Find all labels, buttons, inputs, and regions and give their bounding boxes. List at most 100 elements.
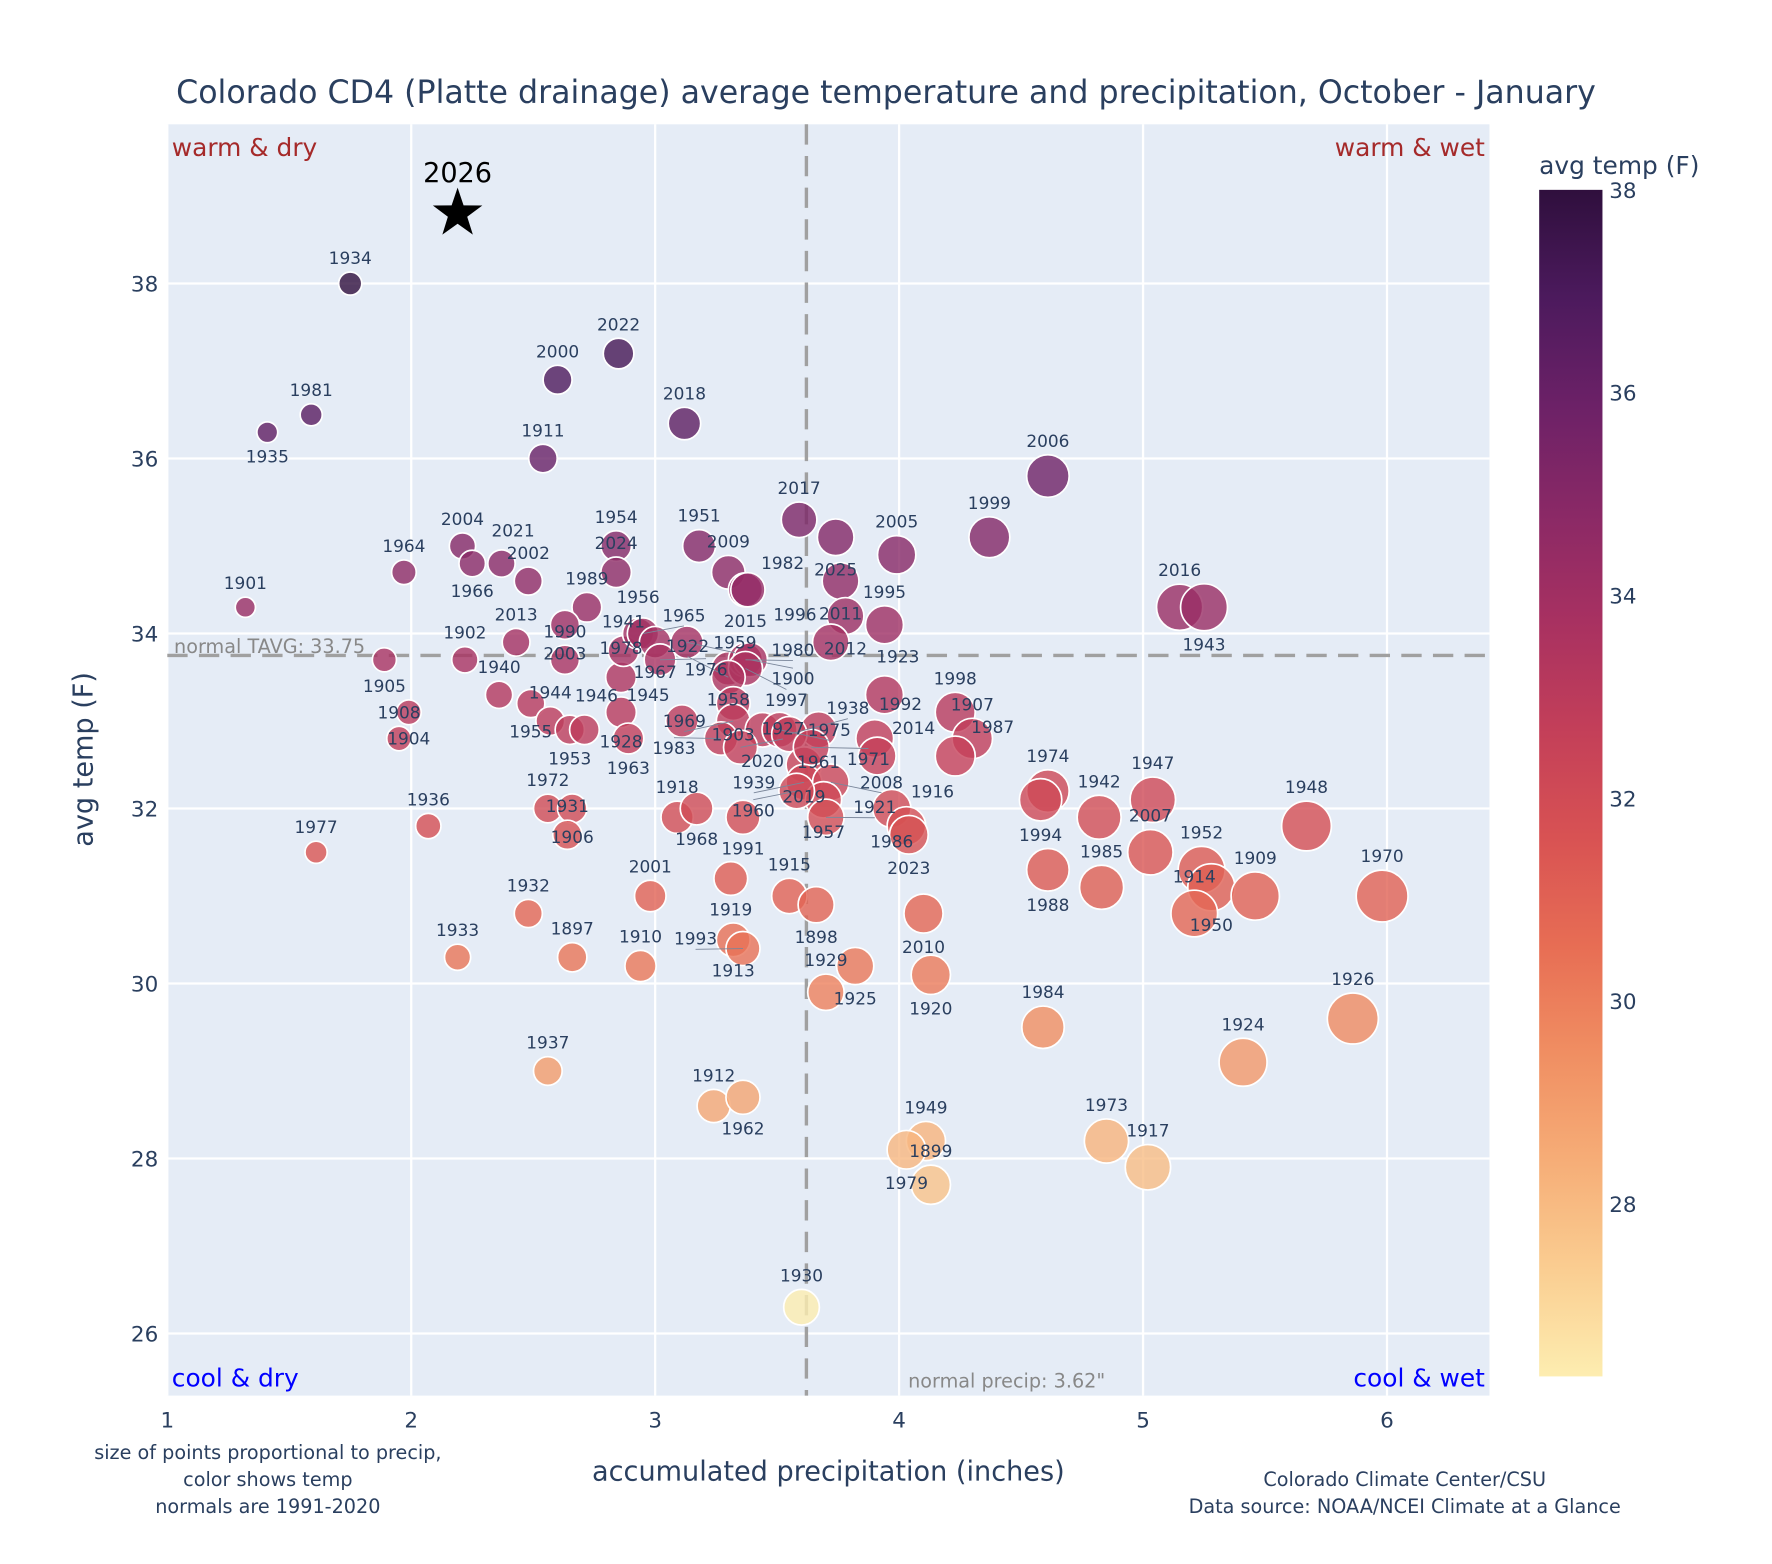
data-point [1076,794,1122,841]
point-label: 1913 [712,961,755,981]
point-label: 1976 [684,659,727,679]
label-leader-line [789,718,848,735]
label-leader-line [779,729,830,741]
data-point [864,674,905,715]
point-label: 1946 [575,685,618,705]
point-label: 1915 [768,854,811,874]
data-point [458,549,487,578]
point-label: 2014 [892,718,935,738]
point-label: 1947 [1131,753,1174,773]
point-label: 1919 [709,899,752,919]
data-point [1170,889,1219,938]
point-label: 1935 [246,447,289,467]
point-label: 1967 [634,662,677,682]
footnote-left-line: size of points proportional to precip, [94,1441,441,1464]
point-label: 1979 [885,1173,928,1193]
star-icon [432,187,483,235]
point-label: 1981 [290,380,333,400]
point-label: 1942 [1078,771,1121,791]
point-label: 1898 [795,927,838,947]
point-label: 1956 [617,587,660,607]
data-point [857,736,897,776]
data-point [1218,1037,1268,1088]
point-label: 1912 [692,1065,735,1085]
point-label: 1934 [329,248,372,268]
point-label: 1970 [1361,846,1404,866]
plot-background [167,124,1490,1396]
data-point [385,725,413,752]
data-point [888,814,930,855]
point-label: 2011 [819,603,862,623]
point-label: 1945 [627,685,670,705]
data-point [681,528,717,564]
label-leader-line [686,641,736,654]
point-labels: 1934 2022 2000 1981 1935 2018 1911 2006 1999 2017… [224,248,1404,1285]
point-label: 1950 [1190,915,1233,935]
x-tick-label: 1 [160,1408,174,1433]
data-point [968,515,1011,559]
data-point [568,714,601,746]
data-point [934,735,977,777]
point-label: 2018 [663,383,706,403]
point-label: 2002 [507,543,550,563]
colorbar-title: avg temp (F) [1539,151,1699,180]
footnote-left: size of points proportional to precip, c… [94,1441,441,1518]
data-point [1020,1005,1066,1050]
colorbar-tick-label: 38 [1609,179,1636,204]
point-label: 2003 [543,643,586,663]
normal-temp-label: normal TAVG: 33.75 [174,635,365,658]
point-label: 1975 [808,720,851,740]
point-label: 2006 [1026,431,1069,451]
point-label: 1904 [387,729,430,749]
point-label: 1939 [732,772,775,792]
label-leader-line [745,668,787,690]
point-label: 2010 [902,937,945,957]
point-label: 1930 [780,1265,823,1285]
x-tick-label: 3 [648,1408,662,1433]
colorbar-tick-label: 36 [1609,382,1636,407]
point-label: 2009 [707,531,750,551]
point-label: 2019 [782,787,825,807]
point-label: 1993 [674,929,717,949]
footnote-left-line: normals are 1991-2020 [155,1495,380,1518]
point-label: 1937 [526,1033,569,1053]
point-label: 1900 [771,669,814,689]
point-label: 1955 [509,722,552,742]
y-tick-label: 26 [131,1322,158,1347]
label-leader-line [673,737,722,739]
data-point [806,973,845,1012]
footnote-left-line: color shows temp [183,1468,352,1491]
point-label: 1917 [1126,1121,1169,1141]
point-label: 1969 [663,711,706,731]
data-point [256,421,279,444]
label-leader-line [684,720,734,733]
data-point [816,518,855,557]
point-label: 1923 [876,646,919,666]
point-label: 1952 [1180,822,1223,842]
point-label: 1938 [826,698,869,718]
point-label: 2008 [860,772,903,792]
point-label: 1985 [1080,841,1123,861]
point-label: 1951 [678,506,721,526]
point-label: 2022 [597,314,640,334]
colorbar-tick-label: 30 [1609,990,1636,1015]
normal-precip-label: normal precip: 3.62" [908,1370,1105,1393]
point-label: 1996 [773,605,816,625]
point-label: 1911 [521,420,564,440]
colorbar-ticks: 28 30 32 34 36 38 [1609,179,1636,1218]
label-leader-line [753,790,797,801]
point-label: 2017 [778,478,821,498]
y-tick-label: 34 [131,622,158,647]
data-point [484,680,514,710]
data-point [551,819,583,851]
point-label: 1995 [863,582,906,602]
data-point [527,443,559,474]
point-label: 2005 [875,512,918,532]
point-label: 1998 [934,668,977,688]
point-label: 1943 [1182,635,1225,655]
footnote-right-line: Colorado Climate Center/CSU [1263,1468,1546,1491]
point-label: 1978 [599,638,642,658]
point-label: 1918 [656,777,699,797]
data-point [1355,869,1409,923]
